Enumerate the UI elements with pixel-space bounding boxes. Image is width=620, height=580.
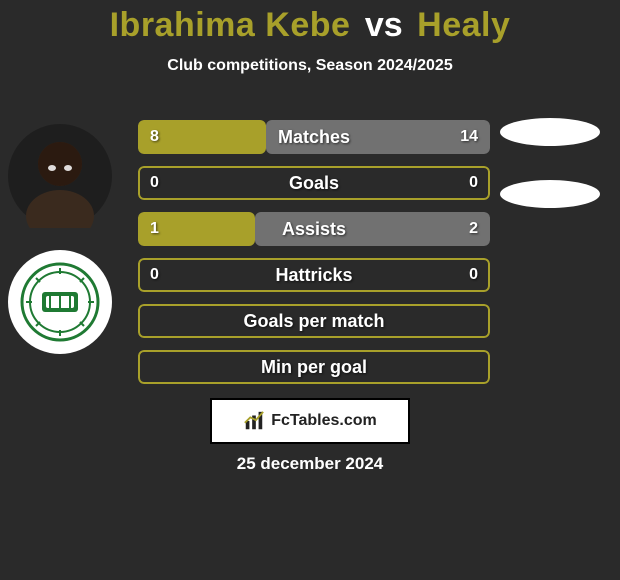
player2-photo-placeholder — [500, 118, 600, 146]
title-row: Ibrahima Kebe vs Healy — [0, 0, 620, 45]
stat-value-player2: 0 — [469, 166, 478, 200]
date-line: 25 december 2024 — [0, 454, 620, 474]
stat-row: Min per goal — [138, 350, 490, 384]
stat-label: Goals — [138, 166, 490, 200]
brand-badge: FcTables.com — [210, 398, 410, 444]
stat-label: Goals per match — [138, 304, 490, 338]
comparison-card: Ibrahima Kebe vs Healy Club competitions… — [0, 0, 620, 580]
stat-label: Min per goal — [138, 350, 490, 384]
stat-label: Assists — [138, 212, 490, 246]
chart-bars-icon — [243, 410, 265, 432]
subtitle: Club competitions, Season 2024/2025 — [0, 57, 620, 75]
player1-photo — [8, 124, 112, 228]
stat-value-player2: 14 — [460, 120, 478, 154]
club-crest-icon — [20, 262, 100, 342]
stat-label: Matches — [138, 120, 490, 154]
stat-row: Goals per match — [138, 304, 490, 338]
stat-value-player2: 2 — [469, 212, 478, 246]
stat-value-player2: 0 — [469, 258, 478, 292]
vs-text: vs — [365, 6, 403, 44]
stat-row: Assists1 2 — [138, 212, 490, 246]
player2-name: Healy — [417, 6, 510, 44]
brand-text: FcTables.com — [271, 412, 377, 430]
person-silhouette-icon — [8, 124, 112, 228]
stat-value-player1: 0 — [150, 258, 159, 292]
stat-value-player1: 1 — [150, 212, 159, 246]
stat-row: Hattricks0 0 — [138, 258, 490, 292]
stat-row: Goals0 0 — [138, 166, 490, 200]
player1-name: Ibrahima Kebe — [110, 6, 351, 44]
stat-value-player1: 0 — [150, 166, 159, 200]
right-avatars — [498, 118, 602, 208]
club1-badge — [8, 250, 112, 354]
stat-bars: Matches814Goals00Assists12Hattricks00Goa… — [138, 120, 490, 384]
stat-row: Matches8 14 — [138, 120, 490, 154]
stat-value-player1: 8 — [150, 120, 159, 154]
stat-label: Hattricks — [138, 258, 490, 292]
club2-badge-placeholder — [500, 180, 600, 208]
left-avatars — [8, 124, 112, 354]
